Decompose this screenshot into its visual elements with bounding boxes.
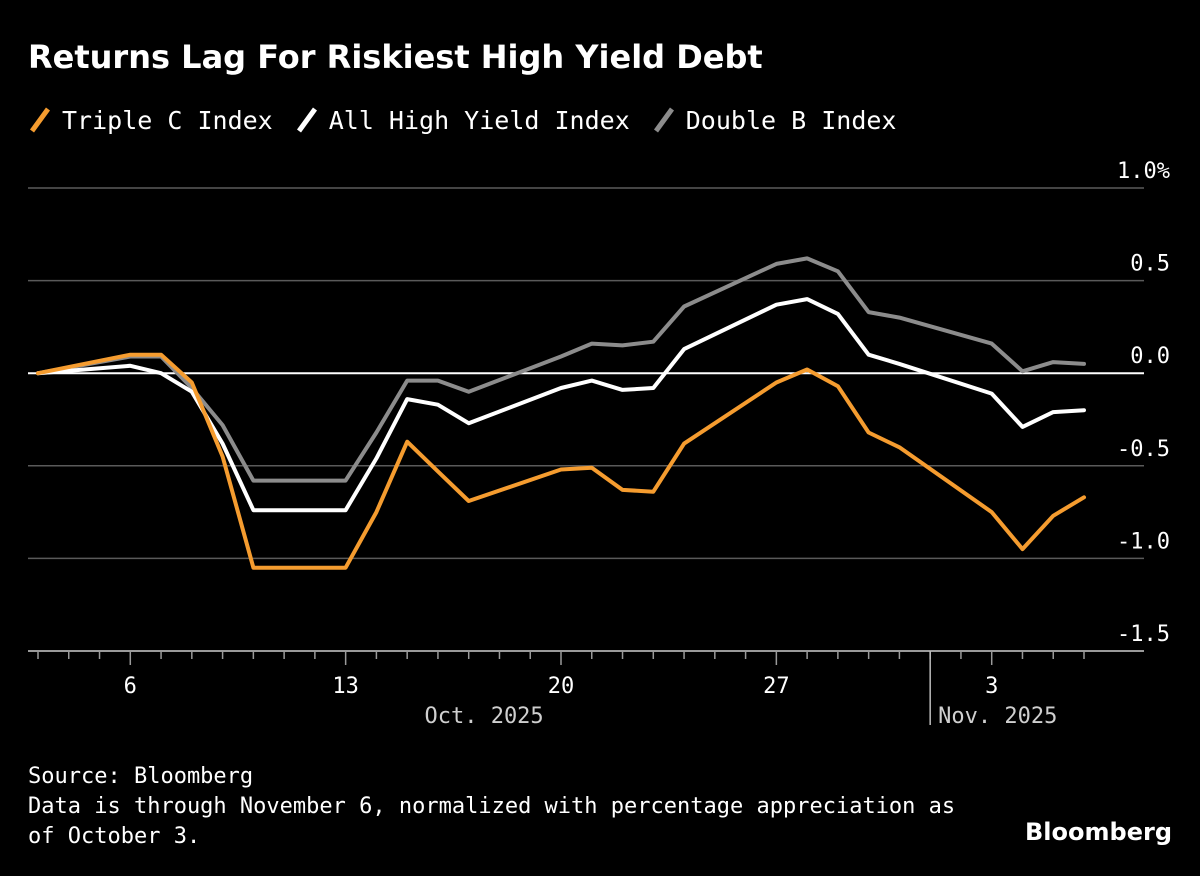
legend-swatch-all-high-yield bbox=[295, 105, 319, 135]
legend-label-all-high-yield: All High Yield Index bbox=[328, 105, 630, 135]
legend: Triple C Index All High Yield Index Doub… bbox=[28, 102, 918, 138]
month-label-oct: Oct. 2025 bbox=[424, 704, 543, 729]
y-axis-labels: 1.0% 0.5 0.0 -0.5 -1.0 -1.5 bbox=[1117, 159, 1170, 647]
x-tick-label: 20 bbox=[548, 674, 575, 699]
series-line-triple-c bbox=[36, 352, 1086, 570]
month-label-nov: Nov. 2025 bbox=[938, 704, 1057, 729]
gridlines bbox=[28, 187, 1144, 652]
y-tick-label: -1.0 bbox=[1117, 529, 1170, 554]
y-tick-label: -1.5 bbox=[1117, 622, 1170, 647]
x-tick-label: 27 bbox=[763, 674, 790, 699]
legend-item-double-b: Double B Index bbox=[652, 105, 897, 135]
y-tick-label: -0.5 bbox=[1117, 437, 1170, 462]
x-tick-label: 3 bbox=[985, 674, 998, 699]
legend-swatch-double-b bbox=[652, 105, 676, 135]
y-tick-label: 0.0 bbox=[1130, 344, 1170, 369]
legend-swatch-triple-c bbox=[28, 105, 52, 135]
footer: Source: Bloomberg Data is through Novemb… bbox=[28, 762, 988, 852]
x-tick-label: 13 bbox=[332, 674, 359, 699]
series-line-all-high-yield bbox=[36, 297, 1086, 513]
legend-label-double-b: Double B Index bbox=[685, 105, 897, 135]
y-tick-label: 1.0% bbox=[1117, 159, 1170, 184]
x-tick-label: 6 bbox=[124, 674, 137, 699]
note-text: Data is through November 6, normalized w… bbox=[28, 794, 956, 849]
chart-title: Returns Lag For Riskiest High Yield Debt bbox=[28, 38, 763, 76]
source-text: Source: Bloomberg bbox=[28, 764, 254, 789]
legend-item-all-high-yield: All High Yield Index bbox=[295, 105, 630, 135]
bloomberg-logo: Bloomberg bbox=[1025, 818, 1172, 846]
x-axis: 6 13 20 27 3 Oct. 2025 Nov. 2025 bbox=[37, 651, 1085, 729]
legend-label-triple-c: Triple C Index bbox=[62, 105, 273, 135]
series-lines bbox=[36, 256, 1086, 570]
series-line-double-b bbox=[36, 256, 1086, 483]
legend-item-triple-c: Triple C Index bbox=[28, 105, 273, 135]
y-tick-label: 0.5 bbox=[1130, 252, 1170, 277]
